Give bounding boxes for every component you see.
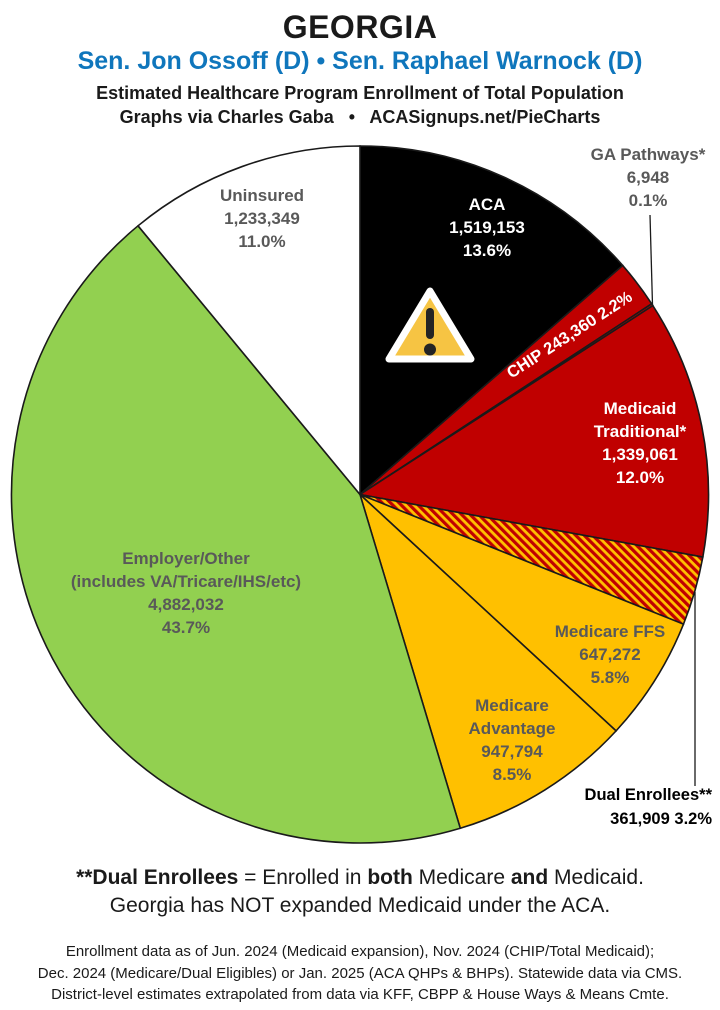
aca-pct: 13.6% [462, 241, 512, 260]
medicaid-pct: 12.0% [615, 468, 665, 487]
note-segment: = Enrolled in [238, 866, 368, 889]
medicaid-expansion-note: Georgia has NOT expanded Medicaid under … [109, 894, 611, 917]
senators-subtitle: Sen. Jon Ossoff (D) • Sen. Raphael Warno… [77, 47, 643, 75]
dual-enrollees-name: Dual Enrollees** [584, 786, 712, 804]
pie-slice-employer-other [10, 224, 462, 844]
uninsured-name: Uninsured [219, 186, 305, 205]
uninsured-value: 1,233,349 [224, 209, 300, 228]
ga-pathways-name: GA Pathways* [590, 145, 706, 164]
ga-pathways-value: 6,948 [626, 168, 670, 187]
data-source-footnote: Enrollment data as of Jun. 2024 (Medicai… [0, 941, 720, 1006]
dual-enrollees-definition-note: **Dual Enrollees = Enrolled in both Medi… [0, 866, 720, 890]
note-segment: both [367, 866, 413, 889]
medicaid-value: 1,339,061 [602, 445, 678, 464]
ga-pathways-leader-line [649, 214, 654, 306]
pie-slice-medicaid-traditional [357, 304, 710, 558]
ga-pathways-slice-label: GA Pathways* 6,948 0.1% [568, 143, 720, 212]
medicaid-name: Medicaid Traditional* [593, 399, 687, 441]
chart-subtitle: Estimated Healthcare Program Enrollment … [96, 83, 624, 103]
pie-chart [10, 145, 710, 844]
medicare-advantage-pct: 8.5% [492, 765, 532, 784]
employer-other-pct: 43.7% [161, 618, 211, 637]
pie-slice-aca [359, 145, 624, 497]
employer-other-value: 4,882,032 [148, 595, 224, 614]
uninsured-slice-label: Uninsured 1,233,349 11.0% [182, 184, 342, 253]
medicaid-traditional-slice-label: Medicaid Traditional* 1,339,061 12.0% [570, 397, 710, 489]
footnote-line: Enrollment data as of Jun. 2024 (Medicai… [65, 943, 655, 960]
medicare-ffs-name: Medicare FFS [554, 622, 666, 641]
uninsured-pct: 11.0% [238, 232, 286, 251]
aca-slice-label: ACA 1,519,153 13.6% [407, 193, 567, 262]
medicare-advantage-value: 947,794 [481, 742, 543, 761]
dual-enrollees-value: 361,909 [610, 810, 670, 828]
pie-slice-uninsured [136, 145, 361, 497]
dual-enrollees-slice-label: Dual Enrollees** 361,909 3.2% [482, 783, 712, 831]
employer-other-name: Employer/Other [122, 549, 250, 568]
note-segment: Medicaid. [548, 866, 644, 889]
dual-enrollees-pct: 3.2% [674, 810, 712, 828]
medicare-advantage-slice-label: Medicare Advantage 947,794 8.5% [452, 694, 572, 786]
aca-value: 1,519,153 [449, 218, 525, 237]
aca-name: ACA [468, 195, 506, 214]
employer-other-slice-label: Employer/Other (includes VA/Tricare/IHS/… [50, 547, 322, 639]
medicare-ffs-slice-label: Medicare FFS 647,272 5.8% [540, 620, 680, 689]
footnote-line: Dec. 2024 (Medicare/Dual Eligibles) or J… [37, 964, 683, 982]
medicare-ffs-pct: 5.8% [590, 668, 630, 687]
note-segment: **Dual Enrollees [76, 866, 239, 889]
pie-slice-medicare-ffs [359, 493, 685, 733]
note-segment: and [510, 866, 549, 889]
footnote-line: District-level estimates extrapolated fr… [51, 986, 669, 1003]
warning-icon [385, 287, 475, 363]
attribution-line: Graphs via Charles Gaba • ACASignups.net… [119, 107, 601, 127]
page-title: GEORGIA [282, 9, 438, 45]
employer-other-sub: (includes VA/Tricare/IHS/etc) [70, 572, 302, 591]
dual-enrollees-value-pct: 361,909 3.2% [482, 807, 712, 831]
medicare-ffs-value: 647,272 [579, 645, 641, 664]
note-segment: Medicare [412, 866, 511, 889]
pie-slice-medicare-advantage [358, 491, 618, 830]
medicare-advantage-name: Medicare Advantage [468, 696, 556, 738]
ga-pathways-pct: 0.1% [628, 191, 668, 210]
